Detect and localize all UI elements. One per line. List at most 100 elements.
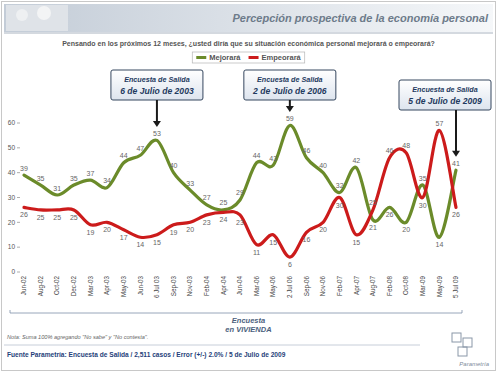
y-tick-label: 50 [8, 144, 16, 151]
data-label: 35 [419, 175, 427, 182]
x-tick-label: 2 Jul 06 [286, 276, 293, 299]
legend-label: Mejorará [209, 53, 241, 62]
annotation-text: 6 de Julio de 2003 [120, 86, 194, 96]
logo-mark [463, 338, 472, 347]
data-label: 14 [136, 241, 144, 248]
data-label: 53 [153, 130, 161, 137]
annotation: Encuesta de Salida5 de Julio de 2009 [399, 80, 491, 157]
data-label: 30 [336, 202, 344, 209]
data-label: 44 [253, 152, 261, 159]
annotation-box [111, 70, 203, 100]
legend: Mejorará Empeorará [196, 53, 301, 62]
x-tick-label: 6 Jul 03 [153, 276, 160, 299]
data-label: 15 [352, 239, 360, 246]
annotation-arrowhead [452, 151, 460, 157]
subtitle: Pensando en los próximos 12 meses, ¿uste… [62, 40, 435, 48]
data-label: 25 [53, 214, 61, 221]
data-label: 15 [269, 239, 277, 246]
legend-box [192, 52, 304, 63]
y-tick-label: 10 [8, 243, 16, 250]
data-label: 14 [435, 241, 443, 248]
x-tick-label: Mar-09 [419, 276, 426, 296]
data-label: 34 [103, 177, 111, 184]
data-label: 16 [303, 236, 311, 243]
x-tick-label: Aug-02 [37, 276, 45, 297]
data-label: 37 [87, 170, 95, 177]
x-tick-label: Sep-06 [303, 276, 311, 297]
data-label: 33 [186, 180, 194, 187]
annotation-arrowhead [153, 121, 161, 127]
y-tick [17, 147, 20, 148]
data-label: 24 [219, 216, 227, 223]
source: Fuente Parametría: Encuesta de Salida / … [7, 351, 286, 359]
y-tick-label: 40 [8, 169, 16, 176]
series-group [24, 125, 456, 257]
data-label: 21 [369, 224, 377, 231]
logo-text: Parametría [459, 361, 489, 367]
annotation-arrow [289, 100, 291, 107]
data-label: 42 [352, 157, 360, 164]
y-tick [17, 222, 20, 223]
data-label: 35 [37, 175, 45, 182]
x-tick-label: Feb-04 [203, 276, 210, 296]
x-tick-label: May-09 [436, 276, 444, 297]
data-label: 19 [87, 229, 95, 236]
header-photo-figure [16, 9, 28, 21]
annotation-text: Encuesta de Salida [257, 75, 323, 84]
data-label: 25 [70, 214, 78, 221]
annotation-arrowhead [286, 106, 294, 112]
y-tick-label: 0 [11, 268, 15, 275]
annotation-arrow [455, 110, 457, 152]
data-label: 44 [120, 152, 128, 159]
annotation-arrow [156, 100, 158, 122]
header-band [4, 4, 493, 32]
x-tick-label: Mar-03 [87, 276, 94, 296]
x-tick-label: Apr-03 [103, 276, 111, 295]
annotation-box [244, 70, 336, 100]
annotation: Encuesta de Salida6 de Julio de 2003 [111, 70, 203, 127]
data-label: 23 [236, 219, 244, 226]
y-tick-label: 60 [8, 119, 16, 126]
x-tick-label: 5 Jul 09 [452, 276, 459, 299]
data-label: 47 [136, 145, 144, 152]
legend-label: Empeorará [262, 53, 302, 62]
data-label: 25 [37, 214, 45, 221]
y-tick-label: 20 [8, 219, 16, 226]
header-photo-figure [37, 6, 51, 20]
data-label: 17 [120, 234, 128, 241]
data-label: 31 [53, 185, 61, 192]
group-label: en VIVIENDA [225, 325, 271, 334]
series-line [24, 130, 456, 257]
logo-mark [458, 347, 467, 356]
legend-swatch [249, 56, 259, 59]
x-tick-label: May-06 [269, 276, 277, 297]
x-tick-label: Oct-02 [53, 276, 60, 295]
annotation: Encuesta de Salida2 de Julio de 2006 [244, 70, 336, 112]
data-label: 41 [452, 160, 460, 167]
data-label: 40 [319, 162, 327, 169]
logo-mark [452, 333, 461, 342]
data-label: 26 [386, 211, 394, 218]
footer-rule [4, 345, 420, 346]
x-tick-label: Feb-08 [386, 276, 393, 296]
logo: Parametría [452, 333, 490, 367]
data-label: 26 [20, 211, 28, 218]
y-tick [17, 197, 20, 198]
x-tick-label: Sep-03 [170, 276, 178, 297]
data-label: 39 [20, 165, 28, 172]
x-tick-label: Nov-06 [319, 276, 326, 297]
data-label: 25 [369, 199, 377, 206]
data-label: 20 [319, 226, 327, 233]
data-label: 27 [203, 194, 211, 201]
chart: Percepción prospectiva de la economía pe… [0, 0, 497, 372]
x-tick-label: Nov-03 [186, 276, 193, 297]
x-tick-label: Dec-02 [70, 276, 77, 297]
data-label: 11 [253, 249, 260, 256]
x-tick-label: Jun-04 [236, 276, 243, 296]
data-label: 57 [435, 120, 443, 127]
y-tick [17, 247, 20, 248]
data-label: 29 [236, 189, 244, 196]
y-tick [17, 272, 20, 273]
data-label: 25 [219, 199, 227, 206]
data-label: 20 [186, 226, 194, 233]
